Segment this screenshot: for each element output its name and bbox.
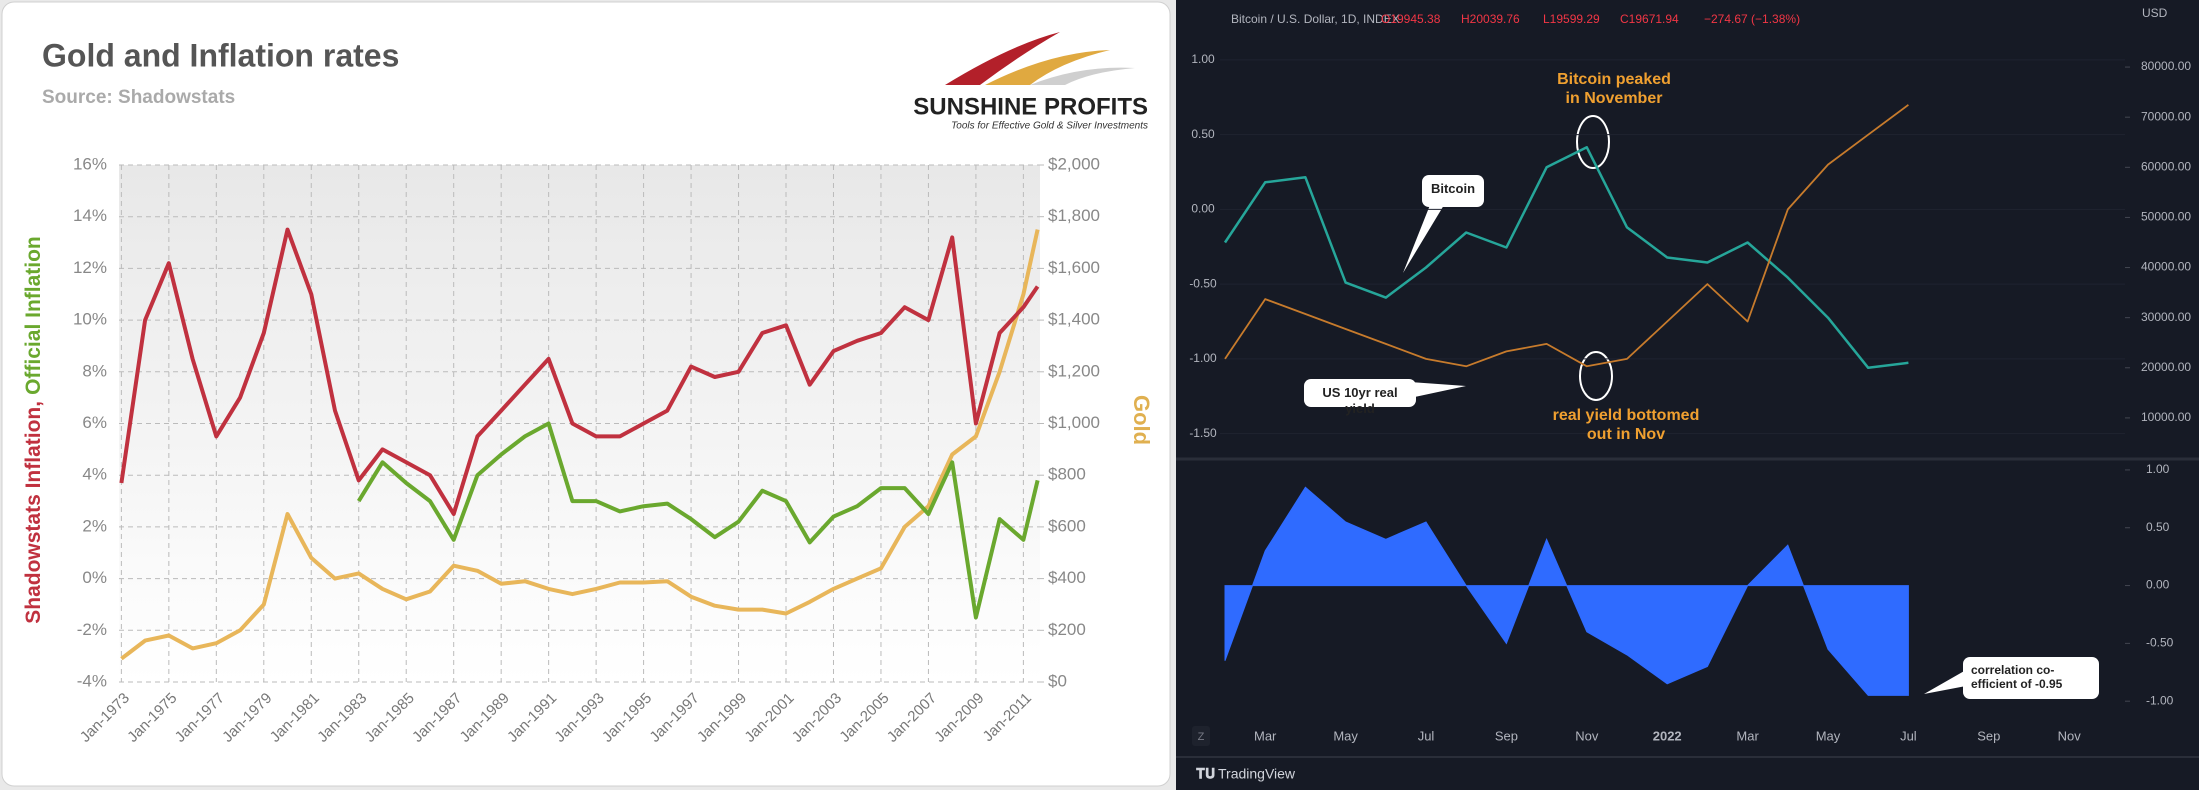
annotation: Bitcoin peaked in November xyxy=(1557,71,1671,108)
symbol-title: Bitcoin / U.S. Dollar, 1D, INDEX xyxy=(1231,12,1400,26)
logo-tagline: Tools for Effective Gold & Silver Invest… xyxy=(951,121,1148,132)
chart-subtitle: Source: Shadowstats xyxy=(42,87,235,108)
y-tick-label: 14% xyxy=(73,206,107,225)
y-tick-label: 12% xyxy=(73,258,107,277)
y2-tick-label: $400 xyxy=(1048,568,1086,587)
y2-tick-label: $2,000 xyxy=(1048,154,1100,173)
zoom-button[interactable] xyxy=(1192,726,1210,746)
y-tick-label: 1.00 xyxy=(1191,52,1215,66)
highlight-circle xyxy=(1579,351,1613,401)
y-tick-label: -0.50 xyxy=(2146,636,2174,650)
y2-tick-label: $0 xyxy=(1048,671,1067,690)
annotation: real yield bottomed out in Nov xyxy=(1552,407,1700,444)
y-tick-label: 1.00 xyxy=(2146,462,2170,476)
y-axis-label-part: Shadowstats Inflation, xyxy=(22,401,45,624)
y-axis-label: Shadowstats Inflation, Official Inflation xyxy=(22,236,45,624)
ohlc-close: C19671.94 xyxy=(1620,12,1679,26)
x-tick-label: Nov xyxy=(2058,728,2082,743)
y2-tick-label: $1,000 xyxy=(1048,413,1100,432)
y-tick-label: 8% xyxy=(82,361,107,380)
y2-axis-label: Gold xyxy=(1129,395,1154,445)
ohlc-open: O19945.38 xyxy=(1381,12,1441,26)
y2-tick-label: 60000.00 xyxy=(2141,159,2191,173)
chart-title: Gold and Inflation rates xyxy=(42,37,399,73)
y-tick-label: -0.50 xyxy=(1189,276,1217,290)
logo-swoosh xyxy=(945,32,1060,85)
y2-tick-label: $800 xyxy=(1048,465,1086,484)
y2-tick-label: 40000.00 xyxy=(2141,260,2191,274)
y-tick-label: 0.50 xyxy=(2146,520,2170,534)
x-tick-label: Jul xyxy=(1900,728,1917,743)
footer-text: TradingView xyxy=(1218,766,1296,782)
y-tick-label: 0.50 xyxy=(1191,127,1215,141)
x-tick-label: Mar xyxy=(1254,728,1277,743)
logo: SUNSHINE PROFITS Tools for Effective Gol… xyxy=(913,32,1148,132)
y-tick-label: 10% xyxy=(73,310,107,329)
callout-box: US 10yr real yield xyxy=(1304,379,1416,416)
callout-pointer xyxy=(1403,205,1444,273)
y2-tick-label: $1,600 xyxy=(1048,258,1100,277)
x-tick-label: May xyxy=(1816,728,1841,743)
x-tick-label: Mar xyxy=(1736,728,1759,743)
y-tick-label: -2% xyxy=(77,620,107,639)
y2-tick-label: 80000.00 xyxy=(2141,59,2191,73)
y2-tick-label: $1,400 xyxy=(1048,310,1100,329)
x-tick-label: May xyxy=(1333,728,1358,743)
logo-swoosh xyxy=(985,50,1110,85)
x-tick-label: Jul xyxy=(1418,728,1435,743)
series-line xyxy=(356,421,1040,620)
y2-tick-label: $1,200 xyxy=(1048,361,1100,380)
y2-tick-label: $1,800 xyxy=(1048,206,1100,225)
ohlc-high: H20039.76 xyxy=(1461,12,1520,26)
y-tick-label: -1.50 xyxy=(1189,426,1217,440)
y2-tick-label: $600 xyxy=(1048,516,1086,535)
callout-box: Bitcoin xyxy=(1422,175,1484,207)
y2-tick-label: 30000.00 xyxy=(2141,310,2191,324)
y-tick-label: -1.00 xyxy=(1189,351,1217,365)
x-tick-label: Nov xyxy=(1575,728,1599,743)
callout-box: correlation co-efficient of -0.95 xyxy=(1963,657,2099,699)
series-line xyxy=(120,229,1040,661)
series-line xyxy=(119,227,1040,516)
series-line xyxy=(1223,146,1909,370)
y2-tick-label: $200 xyxy=(1048,620,1086,639)
footer-brand: 𝐓𝐔 xyxy=(1196,766,1215,782)
y-tick-label: -4% xyxy=(77,671,107,690)
y-tick-label: 16% xyxy=(73,154,107,173)
y-tick-label: 6% xyxy=(82,413,107,432)
callout-pointer xyxy=(1410,382,1466,398)
y-tick-label: 2% xyxy=(82,516,107,535)
y2-tick-label: 10000.00 xyxy=(2141,410,2191,424)
series-line xyxy=(1224,104,1909,368)
callout-pointer xyxy=(1924,670,1966,694)
x-tick-label: Sep xyxy=(1495,728,1518,743)
highlight-circle xyxy=(1576,115,1610,169)
x-tick-label: 2022 xyxy=(1653,728,1682,743)
y-axis-label-part: Official Inflation xyxy=(22,236,45,395)
y-tick-label: -1.00 xyxy=(2146,693,2174,707)
y2-tick-label: 70000.00 xyxy=(2141,109,2191,123)
y-tick-label: 0% xyxy=(82,568,107,587)
correlation-area xyxy=(1224,486,1909,696)
y-tick-label: 4% xyxy=(82,465,107,484)
ohlc-low: L19599.29 xyxy=(1543,12,1600,26)
y2-tick-label: 20000.00 xyxy=(2141,360,2191,374)
y2-axis-label: USD xyxy=(2142,6,2168,20)
y2-tick-label: 50000.00 xyxy=(2141,210,2191,224)
x-tick-label: Sep xyxy=(1977,728,2000,743)
ohlc-change: −274.67 (−1.38%) xyxy=(1704,12,1800,26)
y-tick-label: 0.00 xyxy=(2146,578,2170,592)
logo-text: SUNSHINE PROFITS xyxy=(913,93,1148,120)
zoom-button-label[interactable]: Z xyxy=(1198,731,1205,743)
logo-swoosh xyxy=(1030,67,1135,85)
y-tick-label: 0.00 xyxy=(1191,202,1215,216)
